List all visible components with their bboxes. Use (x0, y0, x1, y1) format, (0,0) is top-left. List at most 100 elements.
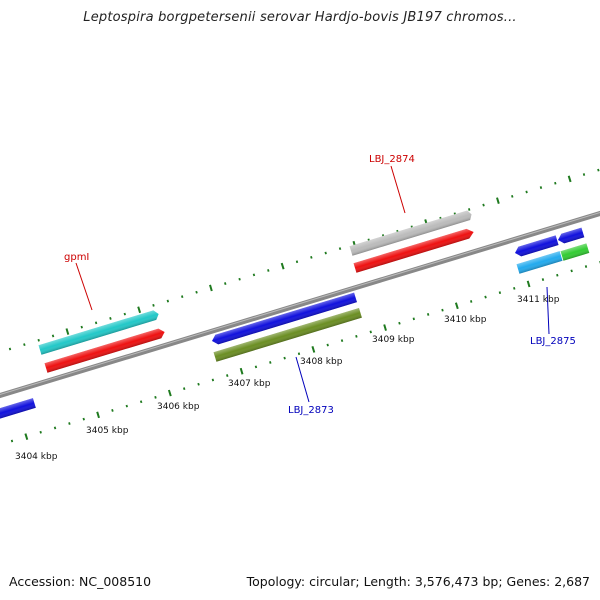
minor-tick (111, 409, 114, 412)
major-tick (137, 306, 142, 314)
minor-tick (582, 173, 586, 176)
minor-tick (139, 400, 143, 404)
minor-tick (310, 255, 313, 259)
lower-tick-row (10, 261, 600, 443)
minor-tick (338, 247, 342, 251)
minor-tick (541, 278, 545, 281)
minor-tick (195, 290, 198, 294)
map-title: Leptospira borgpetersenii serovar Hardjo… (83, 10, 517, 25)
minor-tick (166, 299, 170, 303)
minor-tick (68, 422, 71, 425)
minor-tick (584, 265, 588, 268)
tick-label: 3406 kbp (157, 402, 200, 412)
tick-label: 3408 kbp (300, 357, 343, 367)
gene-feature-lbj2873-cds[interactable] (211, 292, 357, 346)
gene-feature-lbj2874-gray[interactable] (349, 210, 473, 256)
minor-tick (470, 300, 473, 303)
minor-tick (154, 395, 157, 399)
minor-tick (468, 208, 471, 211)
major-tick (280, 262, 285, 270)
minor-tick (39, 430, 42, 434)
minor-tick (23, 343, 26, 347)
minor-tick (238, 277, 241, 281)
minor-tick (267, 269, 270, 272)
lbj2874-label-connector (390, 165, 406, 214)
minor-tick (426, 313, 430, 316)
gpmi-label-connector (75, 262, 93, 311)
gene-label-gpmi[interactable]: gpmI (64, 252, 89, 263)
minor-tick (80, 325, 83, 329)
minor-tick (94, 321, 98, 325)
minor-tick (326, 343, 329, 347)
major-tick (383, 324, 387, 331)
minor-tick (525, 190, 528, 194)
major-tick (526, 280, 531, 288)
minor-tick (211, 378, 215, 382)
minor-tick (269, 361, 272, 364)
major-tick (311, 346, 316, 353)
major-tick (209, 284, 213, 292)
major-tick (239, 367, 244, 375)
genome-backbone (0, 210, 600, 399)
minor-tick (252, 273, 256, 277)
minor-tick (554, 181, 557, 185)
minor-tick (152, 303, 155, 307)
major-tick (496, 197, 500, 204)
minor-tick (53, 426, 57, 430)
gene-feature-gpmi-cyan[interactable] (38, 309, 161, 355)
minor-tick (181, 295, 184, 299)
gene-feature-lbj2875-light-blue[interactable] (516, 251, 563, 274)
minor-tick (484, 295, 487, 299)
minor-tick (556, 273, 559, 277)
gene-label-lbj2873[interactable]: LBJ_2873 (288, 405, 334, 416)
tick-label: 3410 kbp (444, 315, 487, 325)
minor-tick (369, 330, 372, 334)
minor-tick (513, 286, 516, 290)
minor-tick (283, 356, 286, 360)
minor-tick (10, 439, 14, 443)
minor-tick (441, 308, 444, 312)
minor-tick (324, 251, 327, 255)
lbj2875-label-connector (546, 286, 550, 335)
minor-tick (254, 365, 258, 369)
minor-tick (224, 282, 227, 285)
gene-label-lbj2874[interactable]: LBJ_2874 (369, 154, 415, 165)
gene-feature-lbj2875-green[interactable] (560, 243, 590, 261)
minor-tick (183, 387, 186, 391)
minor-tick (482, 203, 485, 207)
tick-label: 3405 kbp (86, 426, 129, 436)
genome-backbone-highlight (0, 211, 600, 396)
minor-tick (539, 186, 543, 189)
major-tick (65, 328, 70, 335)
major-tick (96, 411, 100, 419)
gene-feature-lbj2875-cds-b[interactable] (557, 227, 585, 245)
tick-label: 3411 kbp (517, 295, 560, 305)
minor-tick (412, 317, 415, 321)
minor-tick (8, 347, 12, 351)
minor-tick (226, 374, 229, 377)
minor-tick (597, 168, 600, 172)
minor-tick (123, 312, 126, 316)
major-tick (567, 175, 572, 183)
minor-tick (82, 417, 85, 421)
gene-feature-lbj2873-olive[interactable] (213, 308, 362, 362)
upper-tick-row (8, 168, 600, 351)
lbj2873-label-connector (295, 356, 310, 403)
minor-tick (355, 334, 358, 338)
major-tick (24, 433, 29, 440)
gene-label-lbj2875[interactable]: LBJ_2875 (530, 336, 576, 347)
minor-tick (197, 382, 200, 386)
genome-summary-text: Topology: circular; Length: 3,576,473 bp… (246, 574, 590, 589)
minor-tick (340, 339, 344, 343)
accession-text: Accession: NC_008510 (9, 574, 152, 589)
gene-feature-lbj2874-cds[interactable] (353, 227, 476, 273)
minor-tick (297, 352, 301, 356)
minor-tick (295, 260, 299, 264)
gene-feature-left-blue[interactable] (0, 398, 36, 419)
minor-tick (37, 338, 40, 342)
gene-feature-gpmi-cds[interactable] (44, 327, 167, 373)
gene-feature-lbj2875-cds-a[interactable] (514, 235, 559, 257)
minor-tick (398, 321, 401, 325)
minor-tick (570, 269, 573, 273)
